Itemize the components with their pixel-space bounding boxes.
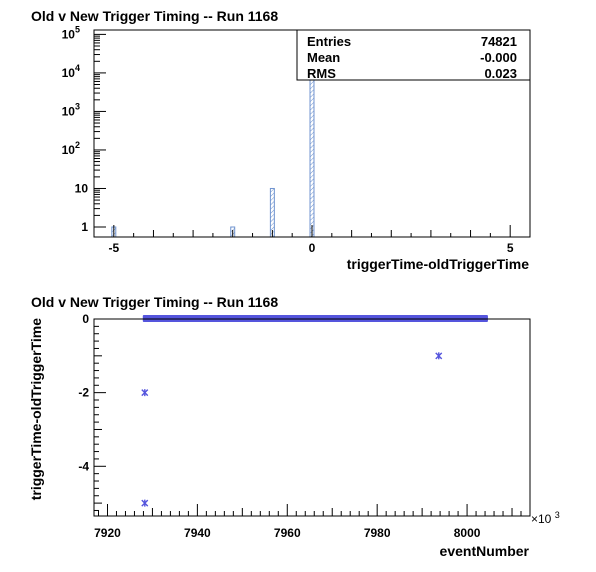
stats-box: Entries 74821 Mean -0.000 RMS 0.023 — [296, 29, 531, 81]
histogram-y-tick-label: 104 — [62, 63, 80, 80]
scatter-x-axis-label: eventNumber — [440, 543, 530, 559]
scatter-panel: Old v New Trigger Timing -- Run 1168 0 -2… — [28, 294, 560, 559]
stats-box-frame — [296, 29, 531, 81]
scatter-frame — [93, 318, 531, 517]
stats-mean-label: Mean — [307, 50, 340, 65]
scatter-point — [141, 499, 149, 507]
scatter-x-multiplier-exp: 3 — [555, 510, 560, 520]
histogram-title: Old v New Trigger Timing -- Run 1168 — [31, 8, 278, 24]
histogram-y-tick-label: 105 — [62, 24, 80, 41]
histogram-x-ticks: -5 0 5 — [108, 225, 514, 255]
scatter-y-tick-label: -4 — [78, 459, 89, 473]
stats-rms-value: 0.023 — [484, 66, 517, 81]
scatter-title: Old v New Trigger Timing -- Run 1168 — [31, 294, 278, 310]
stats-rms-label: RMS — [307, 66, 336, 81]
scatter-x-tick-label: 7940 — [184, 526, 211, 540]
histogram-x-tick-label: 0 — [309, 241, 316, 255]
scatter-point — [435, 352, 443, 360]
histogram-y-tick-label: 1 — [81, 220, 88, 234]
scatter-x-ticks: 7920 7940 7960 7980 8000 — [94, 504, 531, 540]
histogram-y-tick-label: 10 — [75, 181, 89, 195]
scatter-x-tick-label: 7920 — [94, 526, 121, 540]
scatter-x-tick-label: 7980 — [364, 526, 391, 540]
stats-entries-label: Entries — [307, 34, 351, 49]
histogram-y-tick-label: 103 — [62, 101, 80, 118]
scatter-point — [141, 389, 149, 397]
histogram-y-tick-label: 102 — [62, 140, 80, 157]
histogram-x-tick-label: -5 — [108, 241, 119, 255]
scatter-x-multiplier-base: ×10 — [531, 512, 552, 526]
histogram-y-ticks: 1 10 102 103 104 105 — [62, 24, 106, 234]
histogram-x-tick-label: 5 — [507, 241, 514, 255]
stats-entries-value: 74821 — [481, 34, 517, 49]
histogram-bars — [111, 38, 315, 238]
scatter-x-tick-label: 7960 — [274, 526, 301, 540]
histogram-x-axis-label: triggerTime-oldTriggerTime — [347, 256, 530, 272]
scatter-y-tick-label: -2 — [78, 386, 89, 400]
scatter-x-tick-label: 8000 — [454, 526, 481, 540]
scatter-y-ticks: 0 -2 -4 — [78, 312, 106, 511]
scatter-points — [141, 352, 443, 507]
scatter-y-tick-label: 0 — [82, 312, 89, 326]
stats-mean-value: -0.000 — [480, 50, 517, 65]
histogram-bar — [269, 187, 275, 238]
scatter-x-multiplier: ×10 3 — [531, 510, 560, 526]
scatter-y-axis-label: triggerTime-oldTriggerTime — [28, 318, 44, 501]
histogram-panel: Old v New Trigger Timing -- Run 1168 1 10… — [31, 8, 531, 272]
